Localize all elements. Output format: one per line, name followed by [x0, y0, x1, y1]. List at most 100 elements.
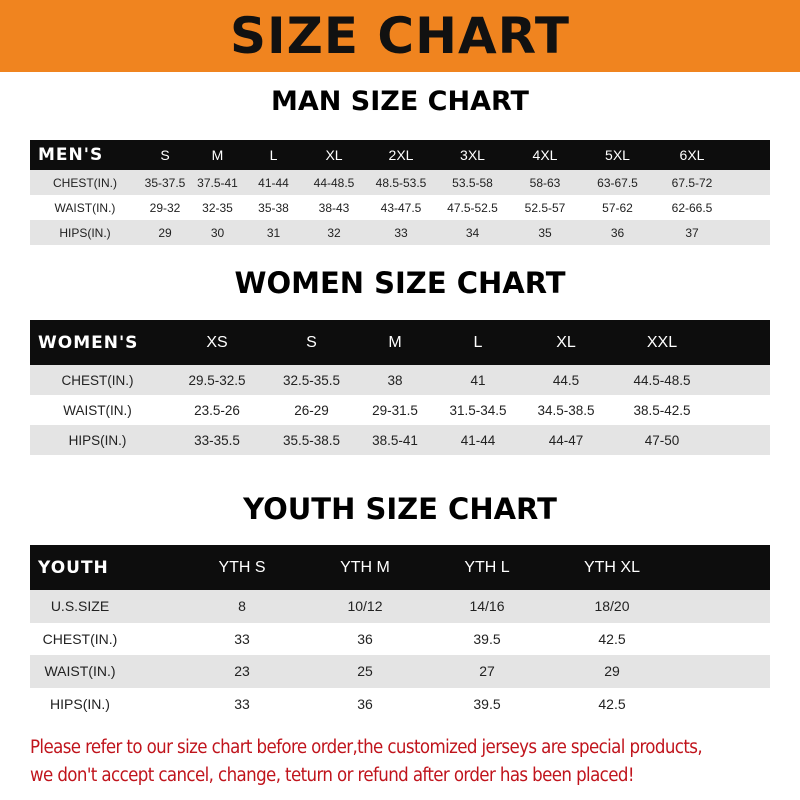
row-label: CHEST(IN.) — [53, 175, 117, 190]
table-title-cell: MEN'S — [38, 145, 104, 165]
measurement-cell: 38.5-41 — [372, 432, 418, 448]
table-header-row: YOUTH YTH S YTH M YTH L YTH XL — [30, 545, 770, 590]
measurement-cell: 41 — [470, 372, 486, 388]
youth-size-table: YOUTH YTH S YTH M YTH L YTH XL U.S.SIZE 8 10/12… — [30, 545, 770, 720]
measurement-cell: 35 — [538, 225, 552, 240]
measurement-cell: 36 — [357, 695, 373, 712]
table-row: WAIST(IN.) 29-32 32-35 35-38 38-43 43-47.5 47.… — [30, 195, 770, 220]
measurement-cell: 32-35 — [202, 200, 233, 215]
row-label: U.S.SIZE — [50, 598, 110, 615]
measurement-cell: 33 — [394, 225, 408, 240]
size-header-cell: S — [160, 147, 170, 163]
measurement-cell: 33-35.5 — [194, 432, 240, 448]
measurement-cell: 29.5-32.5 — [188, 372, 246, 388]
measurement-cell: 14/16 — [469, 598, 505, 615]
measurement-cell: 47.5-52.5 — [447, 200, 498, 215]
notice-line-2: we don't accept cancel, change, teturn o… — [30, 765, 635, 786]
title-banner: SIZE CHART — [0, 0, 800, 72]
size-header-cell: S — [306, 333, 317, 351]
size-header-cell: XXL — [646, 333, 678, 351]
measurement-cell: 36 — [357, 630, 373, 647]
size-header-cell: XS — [206, 333, 228, 351]
size-header-cell: 4XL — [532, 147, 558, 163]
table-header-row: WOMEN'S XS S M L XL XXL — [30, 320, 770, 365]
measurement-cell: 62-66.5 — [671, 200, 713, 215]
measurement-cell: 32 — [327, 225, 341, 240]
measurement-cell: 18/20 — [594, 598, 630, 615]
size-header-cell: 2XL — [388, 147, 414, 163]
size-header-cell: L — [269, 147, 278, 163]
size-header-cell: M — [211, 147, 224, 163]
measurement-cell: 39.5 — [473, 695, 501, 712]
measurement-cell: 39.5 — [473, 630, 501, 647]
measurement-cell: 52.5-57 — [524, 200, 566, 215]
table-row: HIPS(IN.) 33 36 39.5 42.5 — [30, 687, 770, 720]
measurement-cell: 43-47.5 — [380, 200, 422, 215]
measurement-cell: 31 — [266, 225, 281, 240]
notice-line-1: Please refer to our size chart before or… — [30, 737, 703, 758]
measurement-cell: 42.5 — [598, 695, 626, 712]
size-header-cell: M — [388, 333, 402, 351]
measurement-cell: 34 — [465, 225, 480, 240]
size-header-cell: YTH M — [340, 558, 390, 576]
measurement-cell: 29 — [158, 225, 172, 240]
table-row: CHEST(IN.) 33 36 39.5 42.5 — [30, 622, 770, 655]
measurement-cell: 36 — [610, 225, 625, 240]
size-header-cell: YTH XL — [583, 558, 640, 576]
row-label: WAIST(IN.) — [54, 200, 116, 215]
measurement-cell: 57-62 — [602, 200, 633, 215]
row-label: HIPS(IN.) — [68, 432, 127, 448]
measurement-cell: 44.5 — [552, 372, 580, 388]
measurement-cell: 30 — [210, 225, 225, 240]
men-size-table: MEN'S S M L XL 2XL 3XL 4XL 5XL 6XL CHEST(IN.) 35-37… — [30, 140, 770, 245]
row-label: CHEST(IN.) — [61, 372, 134, 388]
measurement-cell: 29-32 — [149, 200, 181, 215]
measurement-cell: 37 — [685, 225, 699, 240]
women-section-title: WOMEN SIZE CHART — [234, 266, 566, 300]
table-title-cell: WOMEN'S — [38, 332, 139, 353]
measurement-cell: 23.5-26 — [194, 402, 240, 418]
measurement-cell: 29-31.5 — [372, 402, 418, 418]
measurement-cell: 44.5-48.5 — [633, 372, 691, 388]
measurement-cell: 27 — [479, 663, 495, 680]
page-title: SIZE CHART — [229, 7, 571, 65]
measurement-cell: 35-37.5 — [144, 175, 186, 190]
measurement-cell: 38 — [387, 372, 403, 388]
measurement-cell: 42.5 — [598, 630, 626, 647]
size-header-cell: 3XL — [460, 147, 485, 163]
measurement-cell: 38-43 — [318, 200, 350, 215]
measurement-cell: 34.5-38.5 — [537, 402, 595, 418]
measurement-cell: 35.5-38.5 — [282, 432, 341, 448]
table-row: WAIST(IN.) 23.5-26 26-29 29-31.5 31.5-34.5 34… — [30, 395, 770, 425]
measurement-cell: 8 — [238, 598, 246, 615]
measurement-cell: 67.5-72 — [671, 175, 713, 190]
measurement-cell: 48.5-53.5 — [375, 175, 427, 190]
women-size-table: WOMEN'S XS S M L XL XXL CHEST(IN.) 29.5-32.5 32.5… — [30, 320, 770, 455]
table-row: WAIST(IN.) 23 25 27 29 — [30, 655, 770, 688]
table-row: HIPS(IN.) 33-35.5 35.5-38.5 38.5-41 41-44 44-… — [30, 425, 770, 455]
order-notice: Please refer to our size chart before or… — [30, 734, 790, 790]
measurement-cell: 37.5-41 — [197, 175, 238, 190]
youth-section-title: YOUTH SIZE CHART — [243, 492, 557, 526]
size-header-cell: XL — [556, 333, 576, 351]
row-label: CHEST(IN.) — [42, 630, 118, 647]
size-header-cell: YTH S — [218, 558, 266, 576]
measurement-cell: 25 — [357, 663, 373, 680]
measurement-cell: 32.5-35.5 — [282, 372, 341, 388]
size-header-cell: XL — [325, 147, 343, 163]
measurement-cell: 41-44 — [258, 175, 289, 190]
measurement-cell: 26-29 — [294, 402, 329, 418]
size-header-cell: YTH L — [464, 558, 510, 576]
row-label: HIPS(IN.) — [59, 225, 111, 240]
size-header-cell: 6XL — [679, 147, 705, 163]
table-row: CHEST(IN.) 29.5-32.5 32.5-35.5 38 41 44.5 44.5… — [30, 365, 770, 395]
row-label: WAIST(IN.) — [44, 663, 116, 680]
measurement-cell: 58-63 — [529, 175, 561, 190]
table-row: HIPS(IN.) 29 30 31 32 33 34 35 36 37 — [30, 220, 770, 245]
table-header-row: MEN'S S M L XL 2XL 3XL 4XL 5XL 6XL — [30, 140, 770, 170]
measurement-cell: 33 — [234, 695, 250, 712]
measurement-cell: 23 — [234, 663, 250, 680]
table-title-cell: YOUTH — [38, 557, 109, 578]
measurement-cell: 47-50 — [644, 432, 680, 448]
row-label: HIPS(IN.) — [50, 695, 110, 712]
